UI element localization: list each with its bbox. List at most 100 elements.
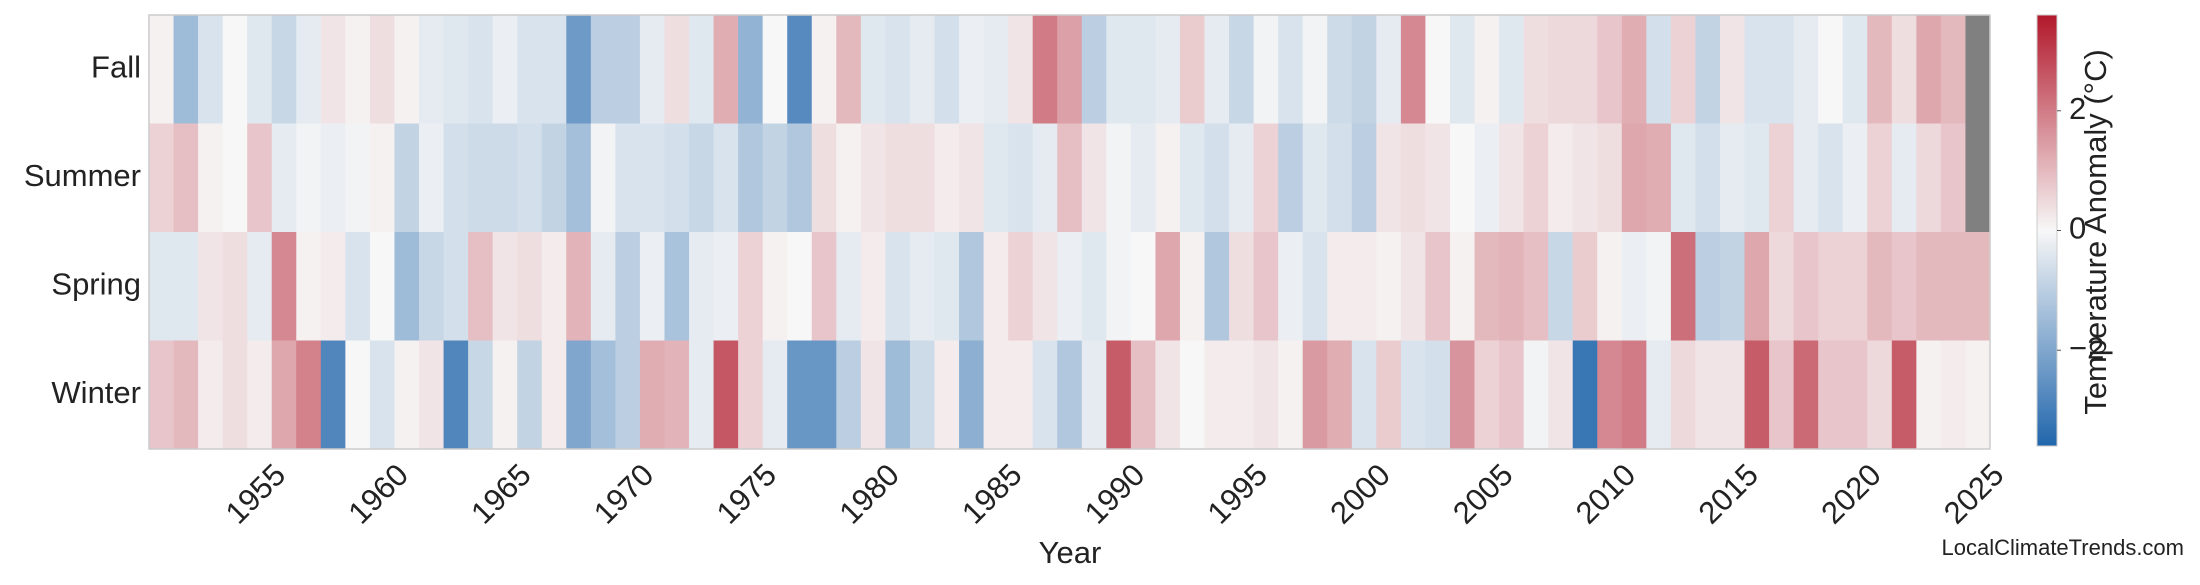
heatmap-cell [787, 15, 813, 124]
heatmap-cell [615, 232, 641, 341]
heatmap-cell [689, 232, 715, 341]
heatmap-cell [590, 123, 616, 233]
heatmap-cell [1867, 340, 1893, 450]
heatmap-cell [1130, 123, 1156, 233]
heatmap-cell [1302, 340, 1328, 450]
heatmap-cell [1179, 123, 1206, 233]
heatmap-cell [1744, 123, 1770, 233]
heatmap-cell [566, 232, 592, 341]
heatmap-cell [811, 232, 837, 341]
heatmap-cell [762, 340, 788, 450]
heatmap-cell [1081, 15, 1107, 124]
heatmap-cell [541, 15, 567, 124]
heatmap-cell [198, 340, 224, 450]
heatmap-cell [1474, 15, 1500, 124]
heatmap-cell [1376, 123, 1402, 233]
x-tick-label: 2010 [1569, 457, 1643, 531]
heatmap-cell [222, 123, 248, 233]
heatmap-cell [492, 232, 518, 341]
heatmap-cell [247, 15, 273, 124]
heatmap-cell [762, 15, 788, 124]
x-tick-label: 1995 [1201, 457, 1275, 531]
heatmap-cell [1155, 340, 1181, 450]
heatmap-cell [1646, 340, 1672, 450]
heatmap-cell [1081, 123, 1107, 233]
heatmap-cell [1057, 123, 1083, 233]
heatmap-cell [1769, 232, 1795, 341]
watermark: LocalClimateTrends.com [1942, 535, 2185, 560]
heatmap-cell [1204, 340, 1230, 450]
heatmap-cell [713, 232, 739, 341]
heatmap-cell [1081, 232, 1107, 341]
heatmap-cell [1204, 123, 1230, 233]
heatmap-cell [149, 123, 175, 233]
heatmap-cell [1229, 15, 1255, 124]
heatmap-cell [615, 340, 641, 450]
heatmap-cell [836, 15, 862, 124]
heatmap-cell [860, 15, 886, 124]
heatmap-cell [1474, 123, 1500, 233]
heatmap-cell [394, 123, 420, 233]
heatmap-cell [1891, 340, 1917, 450]
heatmap-cell [1351, 15, 1377, 124]
heatmap-cell [860, 232, 886, 341]
heatmap-cell [1523, 340, 1549, 450]
heatmap-cell [664, 123, 690, 233]
heatmap-cell [1572, 15, 1598, 124]
heatmap-cell [787, 123, 813, 233]
heatmap-cell [934, 15, 960, 124]
heatmap-cell [1719, 15, 1746, 124]
heatmap-cell [1253, 123, 1279, 233]
heatmap-cell [1523, 123, 1549, 233]
heatmap-cell [1081, 340, 1107, 450]
heatmap-cell [1278, 340, 1304, 450]
heatmap-cell [1302, 15, 1328, 124]
heatmap-cell [443, 15, 469, 124]
heatmap-cell [320, 340, 346, 450]
heatmap-cell [443, 340, 469, 450]
heatmap-cell [1965, 340, 1991, 450]
heatmap-cell [1204, 15, 1230, 124]
heatmap-cell [983, 340, 1009, 450]
heatmap-cell [1867, 123, 1893, 233]
heatmap-cell [320, 15, 346, 124]
heatmap-cell [369, 15, 395, 124]
heatmap-cell [296, 232, 322, 341]
heatmap-cell [860, 123, 886, 233]
heatmap-cell [1499, 123, 1525, 233]
heatmap-cell [1670, 340, 1696, 450]
heatmap-cell [1916, 340, 1942, 450]
heatmap-cell [1008, 232, 1034, 341]
heatmap-cell [1965, 232, 1991, 341]
heatmap-cell [983, 15, 1009, 124]
x-tick-label: 2005 [1446, 457, 1520, 531]
heatmap-cell [1818, 232, 1844, 341]
heatmap-cell [1940, 123, 1966, 233]
heatmap-cell [1155, 15, 1181, 124]
heatmap-cell [1523, 232, 1549, 341]
heatmap-cell [983, 123, 1009, 233]
heatmap-cell [296, 15, 322, 124]
heatmap-cell [1449, 123, 1476, 233]
heatmap-cell [811, 15, 837, 124]
heatmap-cell [1179, 340, 1206, 450]
heatmap-cell [1769, 123, 1795, 233]
heatmap-cell [1302, 123, 1328, 233]
plot-frame [148, 14, 1991, 450]
colorbar-tick-label: 0 [2069, 211, 2086, 246]
heatmap-cell [1695, 340, 1721, 450]
colorbar [2036, 14, 2058, 447]
heatmap-cell [1130, 232, 1156, 341]
heatmap-cell [1793, 340, 1819, 450]
heatmap-cell [173, 232, 199, 341]
heatmap-cell [1499, 15, 1525, 124]
heatmap-cell [419, 340, 445, 450]
heatmap-cell [1548, 340, 1574, 450]
heatmap-cell [1278, 232, 1304, 341]
heatmap-cell [1351, 340, 1377, 450]
heatmap-cell [149, 232, 175, 341]
heatmap-cell [1818, 340, 1844, 450]
heatmap-cell [1229, 232, 1255, 341]
heatmap-cell [983, 232, 1009, 341]
